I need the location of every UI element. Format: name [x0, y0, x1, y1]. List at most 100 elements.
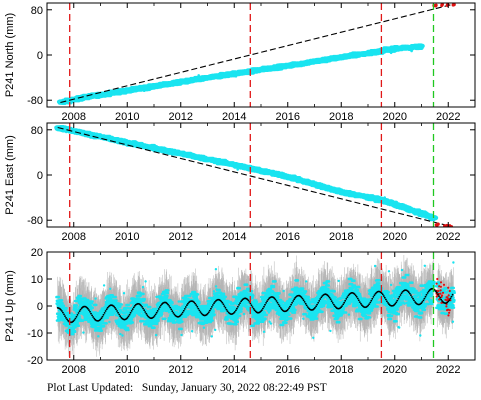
up-model-point	[222, 303, 225, 306]
up-model-point	[265, 302, 267, 304]
outlier-point	[399, 205, 402, 209]
up-model-point	[421, 301, 424, 303]
up-model-point	[326, 294, 329, 297]
up-outlier-point	[423, 264, 426, 267]
up-model-point	[290, 303, 292, 306]
x-tick-label: 2018	[329, 231, 353, 243]
up-model-point	[152, 316, 155, 318]
panel-1-data	[56, 3, 456, 105]
up-model-point	[182, 309, 185, 312]
outlier-point	[425, 214, 429, 218]
up-outlier-point	[203, 318, 206, 322]
up-model-point	[327, 295, 330, 298]
up-outlier-point	[140, 314, 143, 317]
up-model-point	[279, 307, 282, 309]
up-model-point	[260, 310, 262, 313]
x-tick-label: 2010	[115, 364, 139, 376]
up-model-point	[207, 311, 210, 314]
x-tick-label: 2012	[169, 364, 193, 376]
up-model-point	[168, 305, 171, 307]
up-model-point	[127, 315, 130, 318]
up-model-point	[173, 313, 176, 316]
outlier-point	[343, 53, 347, 56]
outlier-point	[383, 196, 387, 199]
up-model-point	[358, 301, 361, 303]
up-outlier-point	[269, 322, 273, 325]
up-recent-point	[439, 285, 442, 288]
x-tick-label: 2012	[169, 231, 193, 243]
up-model-point	[224, 306, 227, 309]
up-model-point	[426, 292, 429, 294]
up-outlier-point	[242, 312, 246, 316]
up-model-point	[250, 304, 253, 307]
up-recent-point	[440, 294, 444, 297]
up-model-point	[261, 309, 263, 311]
outlier-point	[341, 190, 345, 193]
up-model-point	[181, 311, 184, 314]
up-model-point	[320, 296, 323, 299]
y-axis-label: P241 North (mm)	[4, 13, 16, 97]
up-outlier-point	[119, 332, 122, 336]
y-tick-label: 0	[37, 301, 43, 313]
up-model-point	[287, 308, 289, 311]
up-outlier-point	[329, 329, 332, 333]
up-model-point	[88, 309, 90, 311]
up-outlier-point	[393, 296, 397, 299]
up-outlier-point	[267, 311, 271, 314]
up-outlier-point	[347, 313, 351, 316]
up-model-point	[420, 302, 423, 305]
up-model-point	[73, 319, 76, 321]
up-model-point	[448, 299, 451, 301]
up-model-point	[396, 299, 399, 302]
up-model-point	[208, 309, 211, 312]
up-model-point	[427, 290, 430, 293]
up-model-point	[414, 301, 416, 303]
up-recent-point	[448, 309, 451, 312]
up-model-point	[278, 305, 281, 308]
up-model-point	[195, 304, 198, 306]
up-model-point	[154, 313, 157, 316]
x-tick-label: 2018	[329, 111, 353, 123]
up-model-point	[341, 305, 343, 307]
up-outlier-point	[144, 280, 147, 283]
up-outlier-point	[190, 330, 194, 333]
up-model-point	[233, 311, 236, 313]
up-recent-point	[437, 290, 440, 293]
up-model-point	[106, 306, 109, 309]
recent-point	[436, 222, 440, 226]
x-tick-label: 2010	[115, 231, 139, 243]
up-model-point	[407, 291, 410, 294]
up-outlier-point	[368, 316, 372, 319]
up-outlier-point	[104, 297, 107, 300]
up-outlier-point	[180, 333, 183, 337]
y-tick-label: 10	[31, 274, 43, 286]
up-model-point	[357, 299, 360, 302]
up-model-point	[235, 309, 237, 312]
up-model-point	[277, 303, 280, 306]
up-outlier-point	[279, 315, 283, 318]
y-tick-label: 80	[31, 5, 43, 17]
up-outlier-point	[202, 326, 206, 329]
up-outlier-point	[301, 300, 305, 304]
outlier-point	[236, 168, 239, 171]
up-model-point	[91, 314, 93, 317]
up-model-point	[180, 313, 183, 315]
up-outlier-point	[397, 325, 400, 329]
up-outlier-point	[154, 333, 158, 337]
up-model-point	[153, 315, 156, 317]
up-model-point	[169, 306, 172, 309]
up-model-point	[212, 304, 214, 306]
up-model-point	[382, 295, 385, 297]
up-outlier-point	[155, 295, 158, 299]
up-model-point	[368, 303, 371, 305]
up-model-point	[447, 300, 450, 303]
up-model-point	[423, 297, 426, 300]
up-model-point	[288, 307, 290, 310]
up-model-point	[126, 316, 129, 319]
up-model-point	[367, 304, 370, 307]
y-axis-label: P241 East (mm)	[4, 135, 16, 214]
up-model-point	[395, 301, 398, 304]
up-model-point	[347, 294, 350, 297]
up-model-point	[221, 301, 224, 304]
up-model-point	[411, 296, 413, 298]
